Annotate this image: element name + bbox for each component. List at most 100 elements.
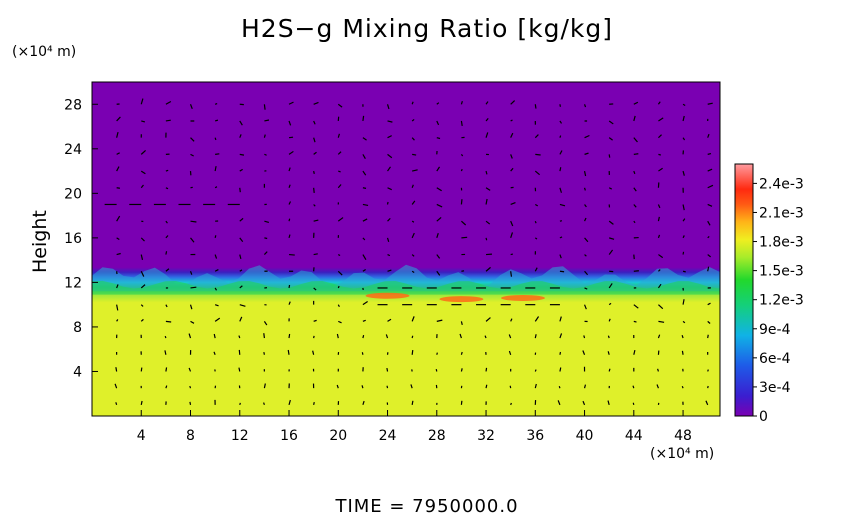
vector-72 (190, 153, 194, 157)
vector-303 (485, 101, 489, 105)
vector-296 (485, 220, 491, 225)
colorbar-scale (734, 163, 754, 417)
vector-460 (707, 334, 709, 339)
vector-456 (705, 400, 709, 406)
vector-293 (485, 266, 491, 272)
vector-328 (534, 316, 540, 322)
vector-151 (288, 101, 294, 105)
vector-415 (633, 137, 638, 143)
x-tick-label: 24 (379, 428, 397, 444)
vector-449 (682, 204, 685, 211)
vector-65 (189, 271, 193, 275)
vector-358 (559, 135, 562, 138)
hotspot-2 (500, 294, 545, 301)
vector-433 (658, 153, 662, 156)
vector-207 (362, 115, 365, 122)
vector-391 (608, 220, 614, 225)
vector-314 (510, 232, 514, 239)
y-tick-label: 4 (73, 364, 82, 380)
vector-385 (608, 318, 611, 322)
vector-142 (288, 253, 295, 256)
vector-105 (239, 237, 244, 243)
vector-16 (116, 131, 119, 138)
vector-399 (632, 402, 635, 406)
x-tick-label: 20 (329, 428, 347, 444)
vector-269 (460, 351, 463, 355)
vector-351 (559, 254, 562, 259)
vector-411 (633, 204, 637, 208)
vector-289 (484, 335, 487, 339)
vector-115 (263, 383, 266, 389)
vector-382 (608, 368, 611, 372)
vector-161 (313, 253, 318, 256)
vector-270 (459, 333, 462, 339)
vector-84 (214, 269, 219, 272)
colorbar: 2.4e-3 2.1e-3 1.8e-3 1.5e-3 1.2e-3 9e-4 6e-4 3e… (734, 163, 804, 425)
colorbar-tick-label: 3e-4 (759, 380, 791, 396)
y-tick-label: 12 (64, 275, 82, 291)
vector-346 (559, 333, 563, 339)
vector-165 (313, 187, 315, 193)
vector-148 (288, 150, 294, 155)
vector-232 (411, 335, 414, 339)
vector-85 (214, 254, 218, 259)
vector-246 (411, 101, 414, 105)
x-axis: 4 8 12 16 20 24 28 32 36 40 44 48 (137, 410, 692, 444)
vector-231 (411, 349, 414, 355)
y-axis-unit: (×10⁴ m) (12, 44, 77, 60)
vector-186 (337, 151, 342, 155)
vector-129 (264, 153, 267, 156)
vector-472 (707, 133, 710, 138)
vector-163 (313, 219, 319, 222)
vector-42 (164, 335, 167, 339)
vector-190 (362, 400, 365, 406)
vector-445 (682, 270, 686, 273)
vector-90 (214, 166, 217, 172)
vector-152 (313, 402, 315, 406)
vector-57 (189, 401, 192, 405)
vector-400 (632, 385, 635, 389)
vector-109 (239, 168, 243, 172)
vector-455 (682, 103, 686, 106)
vector-369 (584, 270, 589, 276)
vector-337 (534, 170, 541, 176)
vector-132 (263, 104, 266, 110)
vector-354 (559, 203, 566, 207)
vector-178 (337, 285, 340, 289)
vector-143 (288, 234, 291, 239)
vector-245 (411, 118, 415, 122)
vector-146 (288, 184, 291, 188)
colorbar-tick-label: 0 (759, 409, 768, 425)
vector-390 (609, 237, 615, 240)
vector-59 (188, 367, 192, 372)
vector-414 (633, 153, 639, 155)
vector-413 (633, 170, 636, 175)
vector-357 (559, 150, 563, 155)
hotspot-0 (365, 292, 410, 299)
hotspot-1 (439, 296, 484, 303)
vector-244 (411, 137, 415, 141)
vector-376 (584, 152, 589, 155)
x-tick-label: 40 (576, 428, 594, 444)
vector-404 (633, 320, 637, 323)
vector-256 (436, 254, 441, 259)
vector-339 (534, 134, 539, 139)
x-tick-label: 28 (428, 428, 446, 444)
vector-420 (657, 368, 660, 372)
vector-1 (114, 383, 118, 389)
vector-217 (387, 269, 392, 272)
vector-205 (362, 154, 366, 159)
vector-268 (460, 368, 463, 372)
vector-198 (362, 268, 366, 272)
vector-362 (583, 384, 587, 389)
vector-436 (657, 101, 661, 105)
vector-451 (682, 170, 685, 176)
vector-25 (140, 304, 144, 307)
time-label: TIME = 7950000.0 (335, 496, 519, 517)
vector-429 (657, 216, 660, 222)
colorbar-tick-label: 1.8e-3 (759, 235, 804, 251)
vector-443 (682, 299, 685, 305)
vector-189 (337, 103, 343, 108)
vector-100 (239, 316, 243, 322)
vector-91 (215, 153, 220, 155)
